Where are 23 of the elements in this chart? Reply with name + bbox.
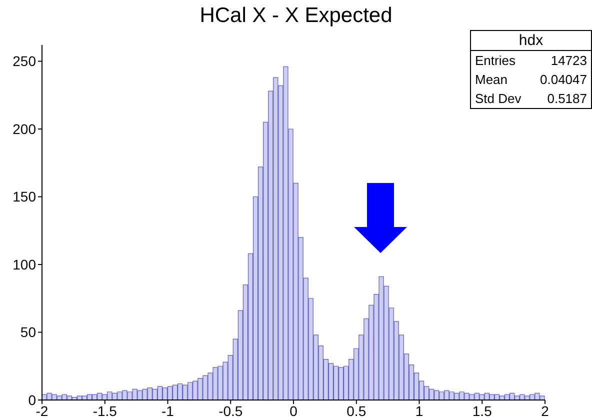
annotation: Std Dev [475, 90, 522, 108]
text: 0.5187 [547, 90, 587, 108]
x-tick-label: 0.5 [346, 402, 366, 418]
x-tick-label: 0 [290, 402, 298, 418]
x-tick-label: -1.5 [92, 402, 118, 418]
x-tick-label: 2 [541, 402, 550, 418]
annotation: hdx [471, 31, 591, 51]
y-tick-label: 100 [12, 256, 36, 272]
y-tick-label: 50 [20, 324, 36, 340]
x-tick-label: -2 [36, 402, 48, 418]
annotation: Entries [475, 52, 516, 70]
y-tick-label: 150 [12, 188, 36, 205]
annotation: Mean [475, 71, 508, 89]
x-tick-label: 1.5 [472, 402, 492, 418]
x-tick-label: 1 [415, 402, 424, 418]
x-tick-label: -0.5 [218, 402, 243, 418]
text: 14723 [550, 52, 587, 70]
y-tick-label: 250 [12, 53, 36, 70]
y-tick-label: 0 [28, 392, 36, 408]
chart-title: HCal X - X Expected [198, 4, 394, 28]
x-tick-label: -1 [162, 402, 174, 418]
y-tick-label: 200 [12, 120, 36, 137]
annotation: 0.04047 [540, 71, 587, 89]
